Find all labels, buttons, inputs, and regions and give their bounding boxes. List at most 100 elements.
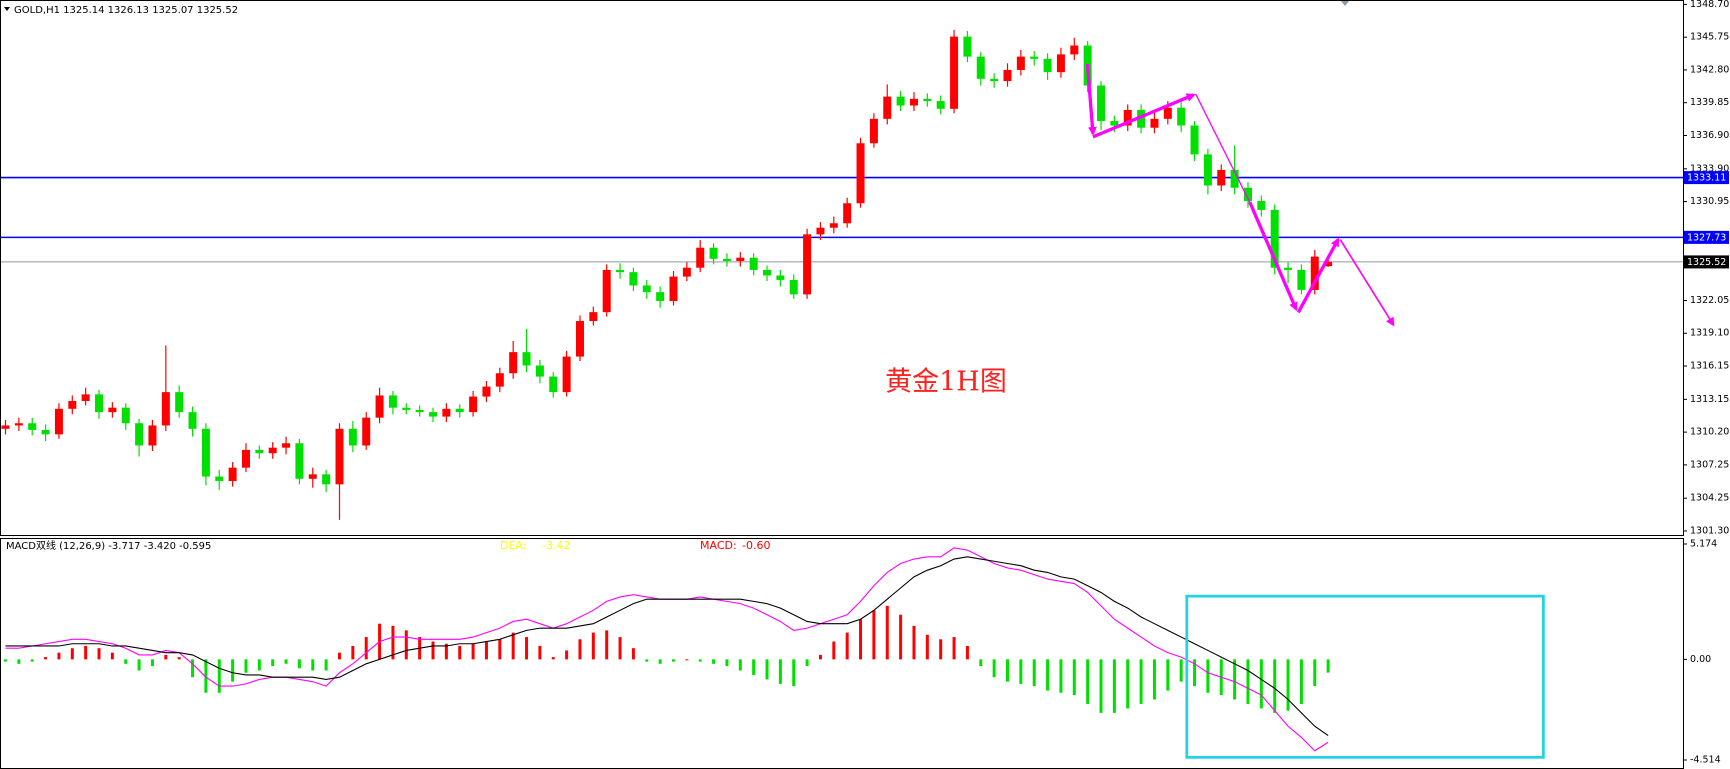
- candle-body: [95, 394, 104, 413]
- candle-body: [1123, 109, 1132, 126]
- candle-body: [1043, 58, 1052, 73]
- macd-bar: [458, 645, 462, 660]
- y-tick-label: 1345.75: [1690, 32, 1729, 43]
- macd-bar: [672, 659, 675, 662]
- macd-bar: [952, 637, 956, 660]
- candle-body: [1203, 154, 1212, 186]
- y-tick-label: 1336.90: [1690, 130, 1729, 141]
- candle-body: [241, 449, 250, 468]
- macd-bar: [591, 632, 595, 660]
- menu-triangle[interactable]: [4, 7, 10, 11]
- y-tick-label: 1307.25: [1690, 459, 1729, 470]
- macd-bar: [1273, 659, 1277, 713]
- level-tag: [1684, 230, 1729, 244]
- candle-body: [963, 36, 972, 57]
- candle-body: [455, 408, 464, 413]
- macd-bar: [765, 659, 769, 680]
- macd-bar: [137, 659, 141, 671]
- macd-bar: [84, 645, 88, 660]
- y-tick-label: -4.514: [1690, 755, 1721, 766]
- candle-body: [509, 352, 518, 374]
- macd-bar: [712, 659, 716, 664]
- candle-body: [482, 386, 491, 397]
- y-tick-label: 1348.70: [1690, 0, 1729, 10]
- y-tick-label: 1339.85: [1690, 97, 1729, 108]
- macd-bar: [1032, 659, 1036, 687]
- candle-body: [201, 428, 210, 477]
- highlight-box: [1185, 594, 1545, 759]
- y-tick-label: 1313.15: [1690, 394, 1729, 405]
- candle-body: [562, 356, 571, 393]
- macd-bar: [1019, 659, 1023, 684]
- macd-bar: [324, 659, 328, 671]
- y-tick-label: 5.174: [1690, 539, 1717, 550]
- candle-body: [923, 98, 932, 102]
- candle-body: [1257, 201, 1266, 210]
- macd-bar: [297, 659, 301, 669]
- candle-body: [14, 423, 23, 426]
- y-tick-label: 1301.30: [1690, 526, 1729, 537]
- y-tick-label: 1304.25: [1690, 493, 1729, 504]
- candle-body: [1230, 169, 1239, 188]
- candle-body: [763, 269, 772, 276]
- drawings: [1085, 63, 1545, 759]
- level-tag: [1684, 171, 1729, 185]
- macd-bar: [859, 619, 863, 660]
- candle-body: [616, 269, 625, 273]
- macd-bar: [618, 637, 622, 660]
- candle-body: [829, 223, 838, 228]
- candle-body: [522, 352, 531, 366]
- macd-bar: [1179, 659, 1183, 682]
- candle-body: [1177, 107, 1186, 126]
- macd-bar: [872, 610, 876, 660]
- macd-bar: [538, 645, 542, 660]
- macd-bar: [404, 630, 408, 660]
- macd-bar: [498, 639, 502, 660]
- macd-bar: [217, 659, 221, 693]
- candle-body: [1030, 56, 1039, 59]
- macd-bar: [231, 659, 235, 682]
- candle-body: [54, 408, 63, 435]
- macd-bar: [1086, 659, 1090, 704]
- macd-header: MACD双线 (12,26,9) -3.717 -3.420 -0.595: [6, 539, 211, 552]
- candle-body: [629, 272, 638, 286]
- candle-body: [415, 409, 424, 413]
- main-frame: [0, 0, 1684, 536]
- candle-body: [228, 467, 237, 482]
- candle-body: [1324, 261, 1333, 267]
- macd-bar: [338, 652, 341, 660]
- arrow: [1248, 201, 1298, 312]
- candle-body: [388, 395, 397, 408]
- y-tick-label: 1342.80: [1690, 64, 1729, 75]
- candle-body: [709, 247, 718, 259]
- candle-body: [402, 407, 411, 410]
- macd-bar: [1233, 659, 1237, 700]
- macd-bar: [738, 659, 742, 671]
- macd-bar: [1246, 659, 1250, 704]
- macd-bar: [939, 639, 943, 660]
- candle-body: [843, 203, 852, 224]
- y-tick-label: 0.00: [1690, 654, 1711, 665]
- macd-bar: [57, 652, 61, 660]
- candle-body: [348, 428, 357, 446]
- candle-body: [175, 392, 184, 413]
- macd-bar: [311, 659, 315, 671]
- candle-body: [950, 36, 959, 109]
- candle-body: [442, 408, 451, 417]
- candle-body: [776, 275, 785, 280]
- macd-bar: [4, 659, 7, 662]
- candle-body: [322, 474, 331, 485]
- macd-bar: [364, 637, 368, 660]
- candle-body: [736, 257, 745, 262]
- candle-body: [816, 227, 825, 235]
- candle-body: [856, 143, 865, 204]
- macd-bar: [1152, 659, 1156, 700]
- candle-body: [883, 96, 892, 119]
- macd-bar: [17, 659, 21, 664]
- stat-label: DEA:: [500, 539, 526, 552]
- macd-bar: [70, 648, 74, 660]
- macd-frame: [0, 538, 1684, 769]
- candle-body: [669, 276, 678, 302]
